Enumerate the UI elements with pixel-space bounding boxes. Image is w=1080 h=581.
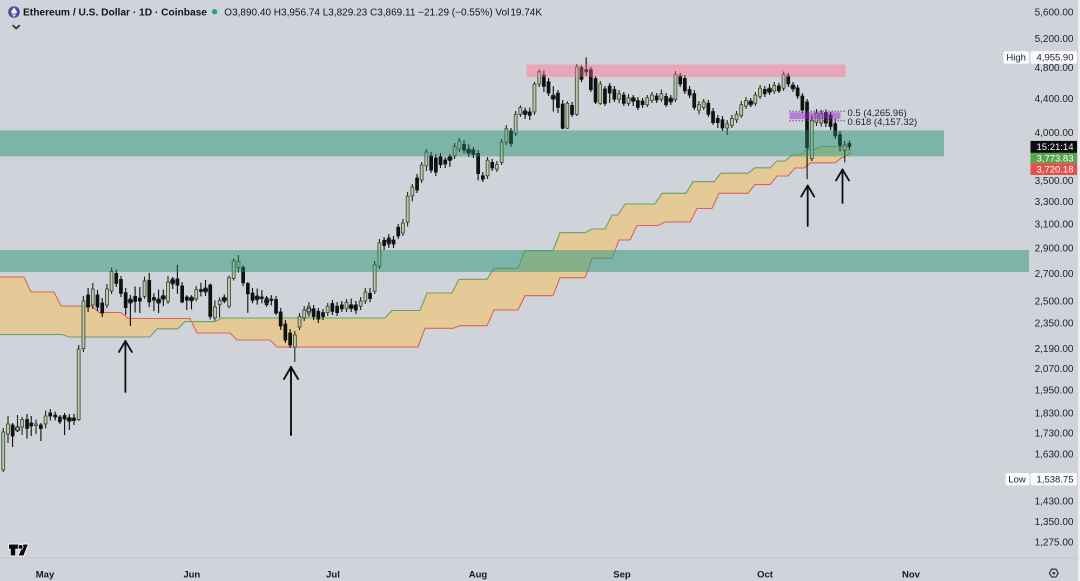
svg-text:May: May xyxy=(36,570,55,581)
svg-text:Ethereum / U.S. Dollar · 1D ·: Ethereum / U.S. Dollar · 1D · Coinbase xyxy=(23,8,207,19)
svg-text:2,190.00: 2,190.00 xyxy=(1035,344,1074,355)
svg-text:5,600.00: 5,600.00 xyxy=(1035,8,1074,19)
svg-text:0.618 (4,157.32): 0.618 (4,157.32) xyxy=(848,117,918,128)
svg-text:3,720.18: 3,720.18 xyxy=(1037,165,1074,176)
svg-text:1,950.00: 1,950.00 xyxy=(1035,386,1074,397)
svg-text:2,700.00: 2,700.00 xyxy=(1035,269,1074,280)
svg-text:1,275.00: 1,275.00 xyxy=(1035,538,1074,549)
svg-text:Low: Low xyxy=(1008,474,1026,485)
svg-text:1,730.00: 1,730.00 xyxy=(1035,428,1074,439)
svg-text:1,430.00: 1,430.00 xyxy=(1035,497,1074,508)
svg-text:2,500.00: 2,500.00 xyxy=(1035,297,1074,308)
svg-text:15:21:14: 15:21:14 xyxy=(1037,142,1074,153)
svg-text:Jul: Jul xyxy=(326,570,340,581)
svg-text:4,955.90: 4,955.90 xyxy=(1037,53,1074,64)
svg-text:High: High xyxy=(1006,53,1026,64)
svg-text:2,900.00: 2,900.00 xyxy=(1035,243,1074,254)
svg-text:5,200.00: 5,200.00 xyxy=(1035,34,1074,45)
svg-text:3,300.00: 3,300.00 xyxy=(1035,197,1074,208)
svg-text:Nov: Nov xyxy=(902,570,921,581)
svg-text:2,070.00: 2,070.00 xyxy=(1035,364,1074,375)
svg-text:1,630.00: 1,630.00 xyxy=(1035,450,1074,461)
svg-text:Aug: Aug xyxy=(469,570,488,581)
svg-text:3,100.00: 3,100.00 xyxy=(1035,220,1074,231)
svg-text:0.5 (4,265.96): 0.5 (4,265.96) xyxy=(848,108,907,119)
svg-text:O3,890.40 H3,956.74 L3,829.23: O3,890.40 H3,956.74 L3,829.23 C3,869.11 … xyxy=(224,7,542,18)
svg-text:1,350.00: 1,350.00 xyxy=(1035,517,1074,528)
svg-text:1,830.00: 1,830.00 xyxy=(1035,408,1074,419)
svg-text:3,773.83: 3,773.83 xyxy=(1037,153,1074,164)
svg-text:4,400.00: 4,400.00 xyxy=(1035,94,1074,105)
svg-text:1,538.75: 1,538.75 xyxy=(1037,474,1074,485)
svg-text:2,350.00: 2,350.00 xyxy=(1035,319,1074,330)
svg-text:Oct: Oct xyxy=(757,570,774,581)
svg-text:4,800.00: 4,800.00 xyxy=(1035,63,1074,74)
svg-text:4,000.00: 4,000.00 xyxy=(1035,128,1074,139)
svg-text:3,500.00: 3,500.00 xyxy=(1035,176,1074,187)
svg-text:Jun: Jun xyxy=(183,570,200,581)
svg-text:Sep: Sep xyxy=(613,570,631,581)
